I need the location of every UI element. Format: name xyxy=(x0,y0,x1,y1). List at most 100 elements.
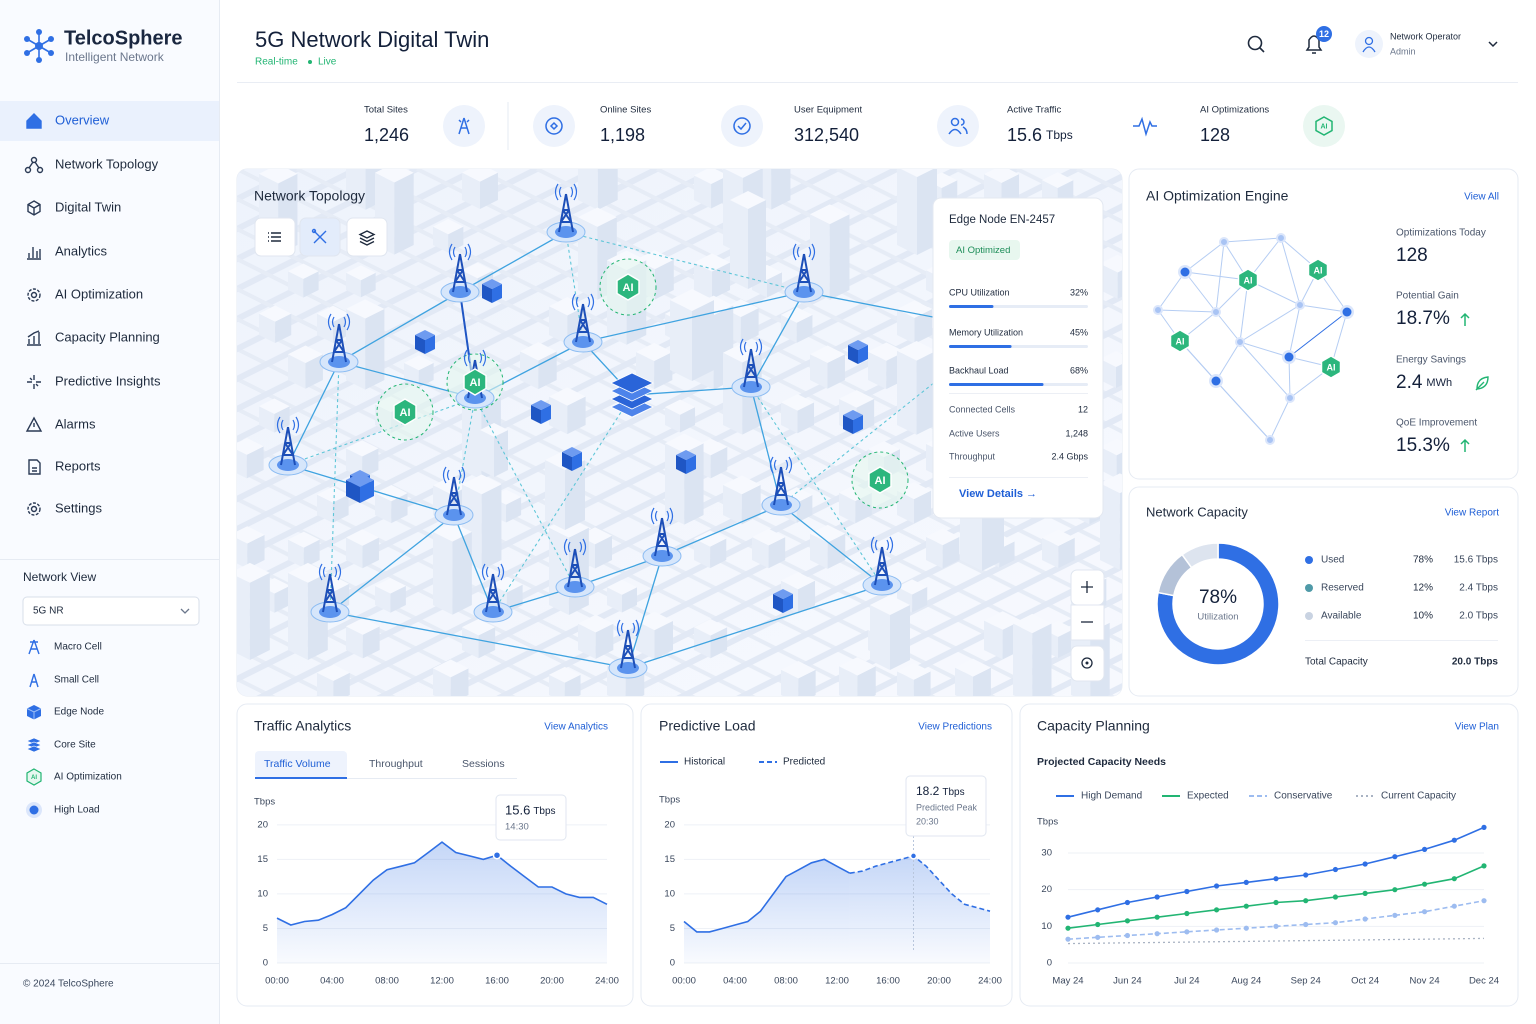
nav-item[interactable]: Reports xyxy=(55,458,101,473)
building-right xyxy=(766,272,782,298)
page-title: 5G Network Digital Twin xyxy=(255,27,489,52)
nav-icon xyxy=(28,459,41,475)
tab[interactable]: Sessions xyxy=(462,758,505,770)
building-left xyxy=(1100,359,1116,388)
kpi-icon xyxy=(458,117,470,135)
search-icon[interactable] xyxy=(1247,35,1263,51)
graph-node xyxy=(1235,337,1245,347)
search-icon xyxy=(1259,47,1265,53)
road xyxy=(237,169,978,696)
building-right xyxy=(710,627,728,659)
stat-value: 12 xyxy=(1078,404,1088,414)
building-right xyxy=(481,484,502,570)
building-left xyxy=(482,284,492,303)
graph-node xyxy=(1180,267,1190,277)
building-left xyxy=(237,534,248,569)
chevron[interactable] xyxy=(1488,41,1498,48)
nav-item[interactable]: Capacity Planning xyxy=(55,329,160,344)
ai-label: AI xyxy=(470,377,481,389)
hex xyxy=(1320,355,1342,379)
stat-value: 15.3% xyxy=(1396,435,1450,456)
tower-body xyxy=(654,517,670,557)
tower-body xyxy=(452,253,468,293)
building-right xyxy=(333,672,350,696)
legend-label: Reserved xyxy=(1321,583,1364,594)
kpi-value: 1,198 xyxy=(600,125,645,145)
nav-item[interactable]: Predictive Insights xyxy=(55,373,161,388)
nav-item[interactable]: Settings xyxy=(55,500,102,515)
metric-label: CPU Utilization xyxy=(949,287,1010,297)
building-right xyxy=(506,497,522,523)
building-top xyxy=(462,169,498,182)
building-left xyxy=(694,262,713,300)
point xyxy=(1332,894,1339,900)
nav-item[interactable]: AI Optimization xyxy=(55,286,143,301)
building-right xyxy=(479,172,498,209)
select-box[interactable] xyxy=(22,596,200,626)
point xyxy=(1451,876,1457,882)
bell-icon[interactable] xyxy=(1305,35,1323,54)
link[interactable]: View Analytics xyxy=(544,722,608,733)
building-right xyxy=(914,490,932,524)
link xyxy=(780,329,1001,506)
link[interactable]: View Report xyxy=(1445,508,1500,519)
nav-item[interactable]: Digital Twin xyxy=(55,199,121,214)
sidebar xyxy=(0,0,219,1024)
icon xyxy=(30,156,38,164)
building-top xyxy=(346,617,380,635)
building-right xyxy=(418,362,434,388)
building-top xyxy=(375,169,414,183)
graph-edge xyxy=(1269,397,1291,441)
building-left xyxy=(810,533,828,569)
nav-item[interactable]: Overview xyxy=(55,112,110,127)
panel-title: Network Topology xyxy=(254,188,365,204)
link[interactable]: View All xyxy=(1464,192,1499,203)
building-top xyxy=(288,562,328,583)
tower-body xyxy=(567,548,583,588)
link xyxy=(287,361,340,466)
graph-edge xyxy=(1215,241,1225,313)
building-left xyxy=(670,300,692,381)
building-right xyxy=(303,539,320,568)
building-right xyxy=(1032,623,1052,696)
ai-label: AI xyxy=(1314,265,1323,275)
kpi-icon: AI xyxy=(1315,116,1333,136)
road xyxy=(237,169,959,696)
nav-item[interactable]: Analytics xyxy=(55,243,108,258)
ai-node: AI xyxy=(868,466,892,494)
kpi-icon xyxy=(545,117,563,135)
tab-active[interactable] xyxy=(255,751,347,778)
x-tick-label: Jun 24 xyxy=(1113,976,1142,987)
building-top xyxy=(730,191,766,209)
road xyxy=(237,169,1079,696)
line xyxy=(683,858,851,933)
y-tick-label: 20 xyxy=(257,819,268,830)
area xyxy=(684,859,850,963)
building-top xyxy=(665,399,696,415)
x-tick-label: 16:00 xyxy=(876,976,900,987)
view-details[interactable]: View Details → xyxy=(959,488,1037,500)
point xyxy=(1213,883,1220,889)
building-right xyxy=(710,538,727,569)
highlight-point xyxy=(492,850,502,860)
building-top xyxy=(259,169,298,184)
nav-item[interactable]: Network Topology xyxy=(55,156,159,171)
x-tick-label: 20:00 xyxy=(540,976,564,987)
link[interactable]: View Plan xyxy=(1455,722,1499,733)
icon xyxy=(458,117,470,135)
link[interactable]: View Predictions xyxy=(918,722,992,733)
tab[interactable]: Traffic Volume xyxy=(264,758,331,770)
point xyxy=(1065,914,1071,920)
tab[interactable]: Throughput xyxy=(369,758,423,770)
legend-label: High Demand xyxy=(1081,791,1142,802)
building-top xyxy=(839,390,875,408)
building-right xyxy=(654,351,673,390)
building-top xyxy=(375,578,406,594)
point xyxy=(1451,903,1457,909)
building-top xyxy=(773,589,793,599)
legend-icon xyxy=(29,673,39,688)
nav-item[interactable]: Alarms xyxy=(55,416,96,431)
building-right xyxy=(567,396,586,435)
map-tool[interactable] xyxy=(346,217,388,257)
building-top xyxy=(346,473,374,487)
